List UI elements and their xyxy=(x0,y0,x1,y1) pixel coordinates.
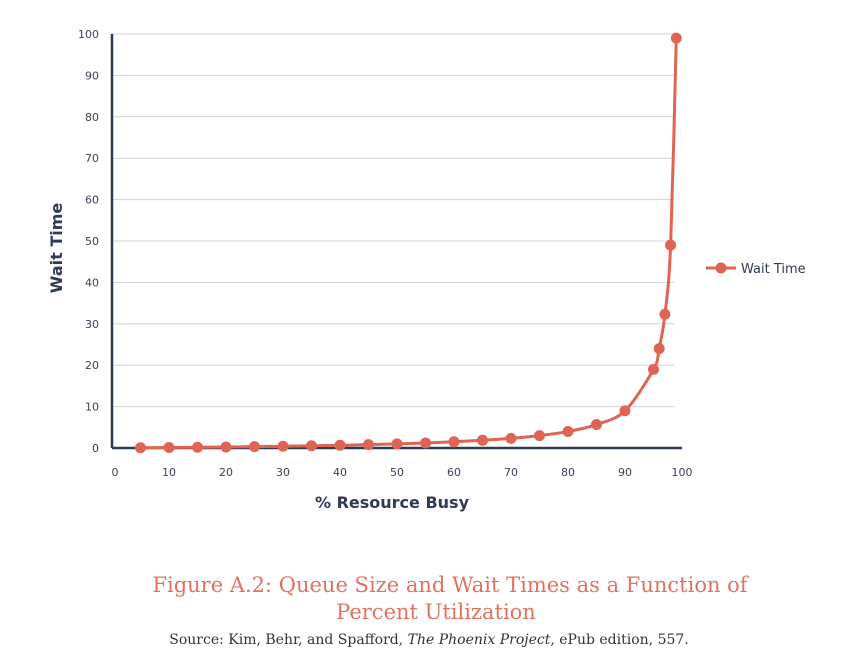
legend-label: Wait Time xyxy=(741,262,806,277)
x-tick-label: 0 xyxy=(112,466,119,479)
data-point xyxy=(277,440,289,452)
y-tick-label: 70 xyxy=(85,152,99,165)
data-point xyxy=(665,239,677,251)
figure-caption-line-1: Figure A.2: Queue Size and Wait Times as… xyxy=(152,573,748,597)
x-tick-label: 30 xyxy=(276,466,290,479)
data-point xyxy=(477,434,488,446)
series-layer xyxy=(135,32,682,454)
series-line xyxy=(140,38,678,450)
x-tick-label: 50 xyxy=(390,466,404,479)
data-point xyxy=(249,441,260,453)
grid-lines xyxy=(112,33,674,408)
y-axis: 0 10 20 30 40 50 60 70 80 90 100 xyxy=(78,28,114,455)
x-tick-label: 20 xyxy=(219,466,233,479)
data-point xyxy=(135,442,146,454)
data-point xyxy=(591,419,602,431)
y-tick-label: 80 xyxy=(85,111,99,124)
y-axis-title: Wait Time xyxy=(47,203,66,294)
y-tick-label: 90 xyxy=(85,69,99,82)
legend-marker xyxy=(715,262,727,274)
y-tick-label: 20 xyxy=(85,359,99,372)
data-point xyxy=(220,441,232,453)
x-axis: 0 10 20 30 40 50 60 70 80 90 100 xyxy=(112,446,693,479)
data-point xyxy=(659,308,671,320)
y-tick-label: 0 xyxy=(92,442,99,455)
data-point xyxy=(306,440,317,452)
series-wait-time xyxy=(135,32,682,454)
chart: 0 10 20 30 40 50 60 70 80 90 100 0 10 20 30 40 50 60 70 80… xyxy=(47,28,806,512)
data-point xyxy=(619,405,631,417)
data-point xyxy=(505,432,517,444)
figure-caption-line-2: Percent Utilization xyxy=(336,600,536,624)
data-point xyxy=(448,436,460,448)
y-tick-label: 50 xyxy=(85,235,99,248)
y-tick-label: 30 xyxy=(85,318,99,331)
y-tick-label: 40 xyxy=(85,276,99,289)
data-point xyxy=(562,425,574,437)
x-tick-label: 70 xyxy=(504,466,518,479)
y-tick-label: 100 xyxy=(78,28,99,41)
x-axis-title: % Resource Busy xyxy=(315,493,470,512)
data-point xyxy=(648,363,659,375)
source-citation: Source: Kim, Behr, and Spafford, The Pho… xyxy=(0,632,841,648)
x-tick-label: 90 xyxy=(618,466,632,479)
source-suffix: , ePub edition, 557. xyxy=(550,632,689,648)
legend: Wait Time xyxy=(706,262,806,277)
data-point xyxy=(163,442,175,454)
source-prefix: Source: Kim, Behr, and Spafford, xyxy=(169,632,408,648)
x-tick-label: 100 xyxy=(672,466,693,479)
source-book-title: The Phoenix Project xyxy=(407,632,551,648)
x-tick-label: 60 xyxy=(447,466,461,479)
y-tick-label: 60 xyxy=(85,194,99,207)
data-point xyxy=(192,441,203,453)
y-tick-label: 10 xyxy=(85,401,99,414)
x-tick-label: 10 xyxy=(162,466,176,479)
data-point xyxy=(670,32,682,44)
data-point xyxy=(391,438,403,450)
data-point xyxy=(363,439,374,451)
x-tick-label: 80 xyxy=(561,466,575,479)
data-point xyxy=(653,343,665,355)
data-point xyxy=(534,430,545,442)
data-point xyxy=(334,439,346,451)
data-point xyxy=(420,437,431,449)
x-tick-label: 40 xyxy=(333,466,347,479)
